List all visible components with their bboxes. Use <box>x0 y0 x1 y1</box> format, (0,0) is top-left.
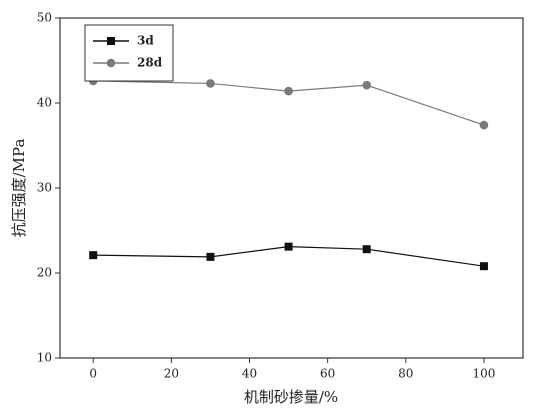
x-tick-label: 100 <box>472 367 495 381</box>
legend-marker <box>107 37 115 45</box>
y-tick-label: 40 <box>37 96 52 110</box>
y-tick-label: 10 <box>37 351 52 365</box>
legend-label: 3d <box>137 34 154 48</box>
legend-marker <box>106 58 116 68</box>
data-point <box>206 79 215 88</box>
data-point <box>89 251 98 260</box>
x-tick-label: 80 <box>398 367 413 381</box>
legend-label: 28d <box>137 56 163 70</box>
data-point <box>362 245 371 254</box>
data-point <box>284 242 293 251</box>
legend-box <box>84 24 174 82</box>
y-tick-label: 20 <box>37 266 52 280</box>
x-tick-label: 0 <box>89 367 97 381</box>
y-tick-label: 50 <box>37 11 52 25</box>
data-point <box>206 252 215 261</box>
x-tick-label: 40 <box>242 367 257 381</box>
data-point <box>479 262 488 271</box>
data-point <box>362 80 372 90</box>
y-tick-label: 30 <box>37 181 52 195</box>
x-axis-label: 机制砂掺量/% <box>244 388 338 406</box>
data-point <box>479 120 489 130</box>
x-tick-label: 20 <box>164 367 179 381</box>
data-point <box>284 86 293 96</box>
y-axis-label: 抗压强度/MPa <box>10 139 28 238</box>
x-tick-label: 60 <box>320 367 335 381</box>
